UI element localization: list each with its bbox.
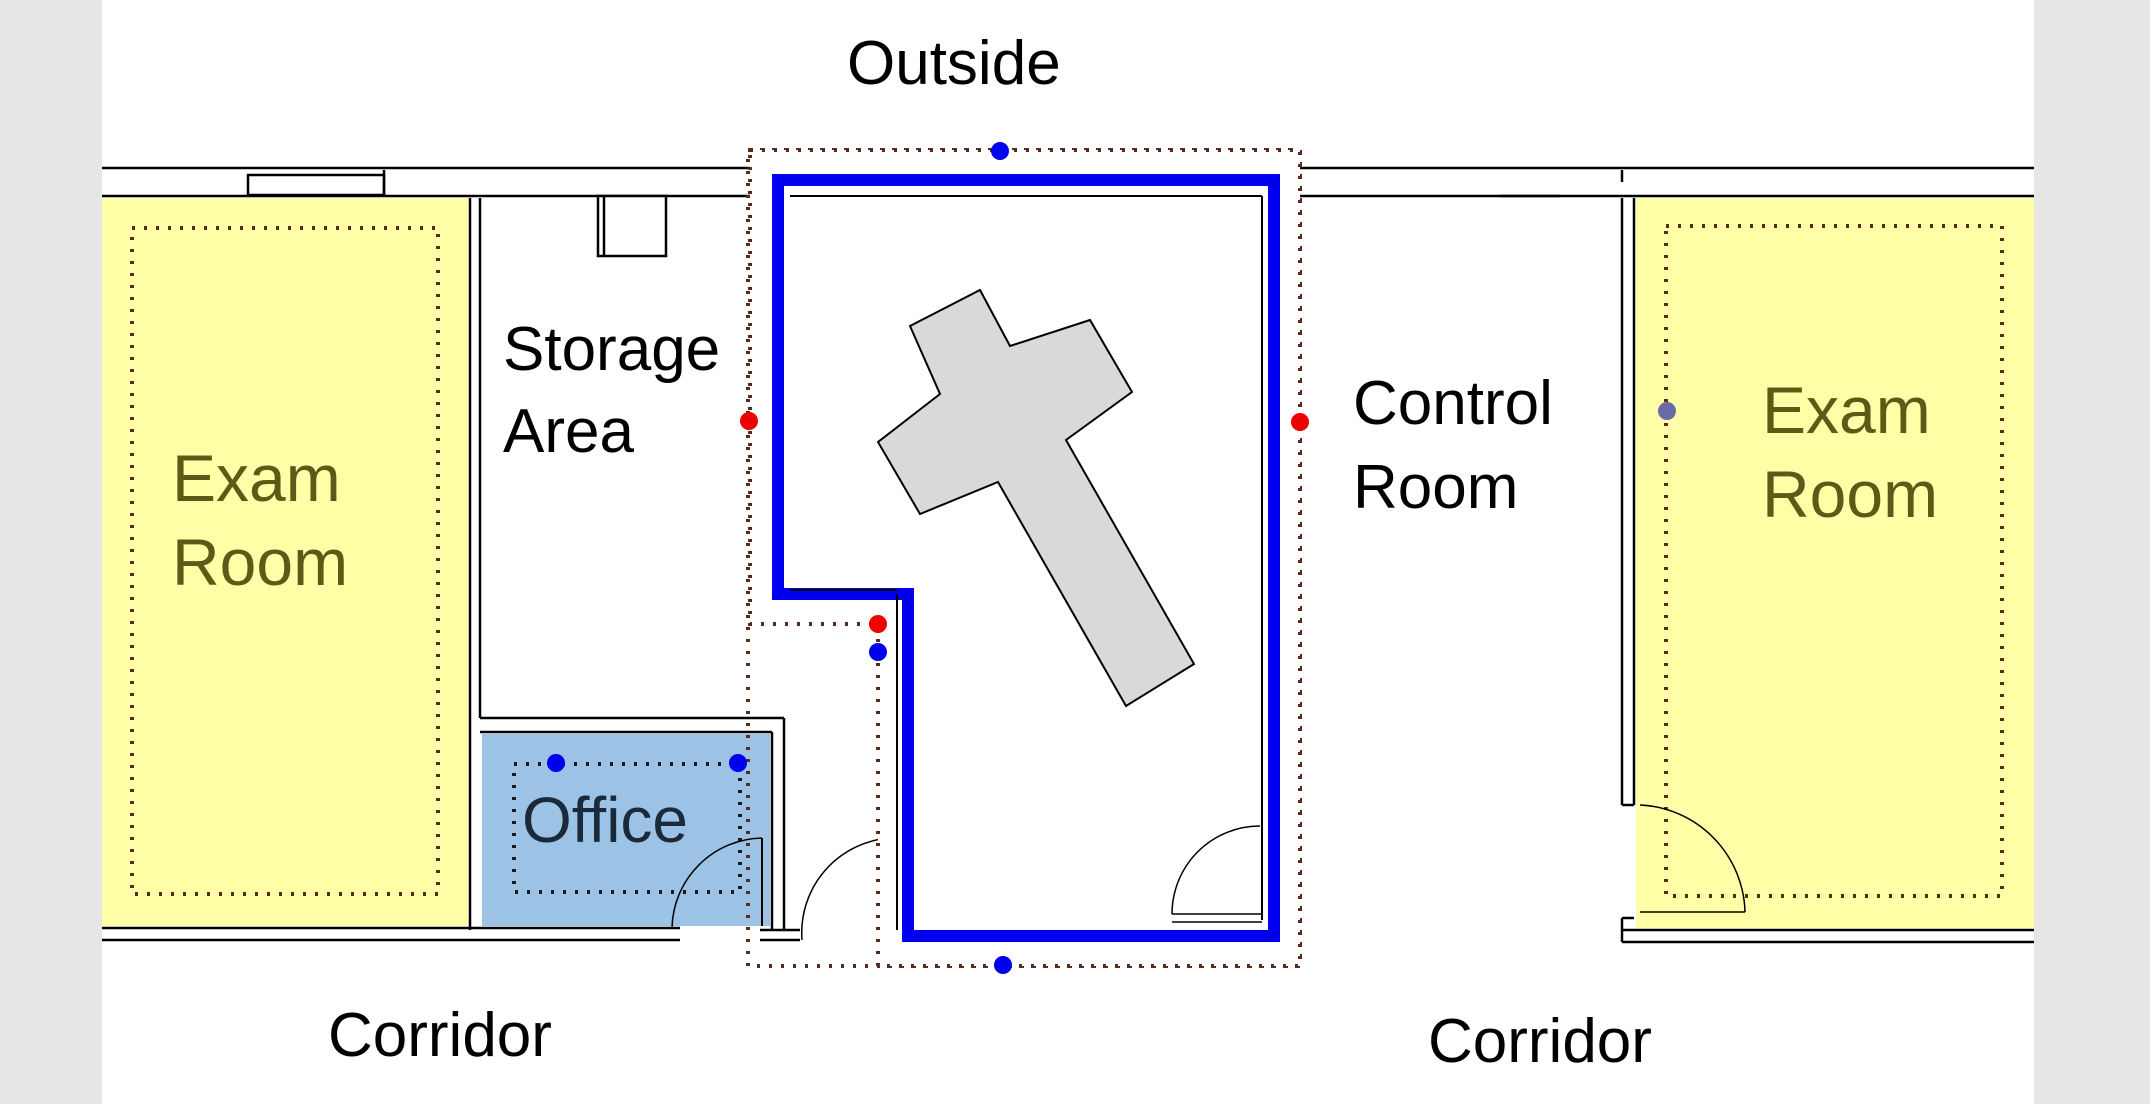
exam-room-right-boundary — [1664, 224, 2004, 898]
marker-blue — [994, 956, 1012, 974]
storage-area-label-line2: Area — [503, 397, 634, 466]
marker-blue — [991, 142, 1009, 160]
office-boundary — [512, 762, 742, 894]
marker-red — [869, 615, 887, 633]
exam-room-left-fill — [102, 198, 468, 926]
exam-room-left-boundary — [130, 226, 440, 896]
exam-room-left-label-line2: Room — [172, 525, 348, 599]
exam-room-right-label-line1: Exam — [1762, 373, 1931, 447]
exam-room-right-label-line2: Room — [1762, 457, 1938, 531]
control-room-label-line2: Room — [1353, 453, 1518, 522]
shielded-room-outer-boundary — [748, 148, 1302, 968]
marker-slate — [1658, 402, 1676, 420]
markers — [547, 142, 1676, 974]
exam-room-right: Exam Room — [1636, 198, 2034, 928]
marker-blue — [729, 754, 747, 772]
shielded-room-outline — [772, 174, 1280, 942]
outside-label: Outside — [847, 29, 1061, 98]
exam-room-left: Exam Room — [102, 198, 468, 926]
marker-red — [740, 412, 758, 430]
shielded-room — [746, 148, 1302, 968]
equipment-table — [876, 288, 1196, 708]
office: Office — [482, 734, 770, 929]
exam-room-right-fill — [1636, 198, 2034, 928]
corridor-left-label: Corridor — [328, 1001, 552, 1070]
marker-blue — [547, 754, 565, 772]
control-door-swing — [1171, 825, 1261, 915]
marker-red — [1291, 413, 1309, 431]
marker-blue — [869, 643, 887, 661]
office-door-swing — [671, 837, 763, 929]
office-label: Office — [522, 784, 688, 856]
exam-room-left-label-line1: Exam — [172, 441, 341, 515]
storage-area-label-line1: Storage — [503, 315, 720, 384]
corridor-right-label: Corridor — [1428, 1007, 1652, 1076]
control-room-label-line1: Control — [1353, 369, 1553, 438]
corridor-door-swing — [800, 837, 891, 941]
exam-room-right-door-swing — [1639, 804, 1746, 913]
